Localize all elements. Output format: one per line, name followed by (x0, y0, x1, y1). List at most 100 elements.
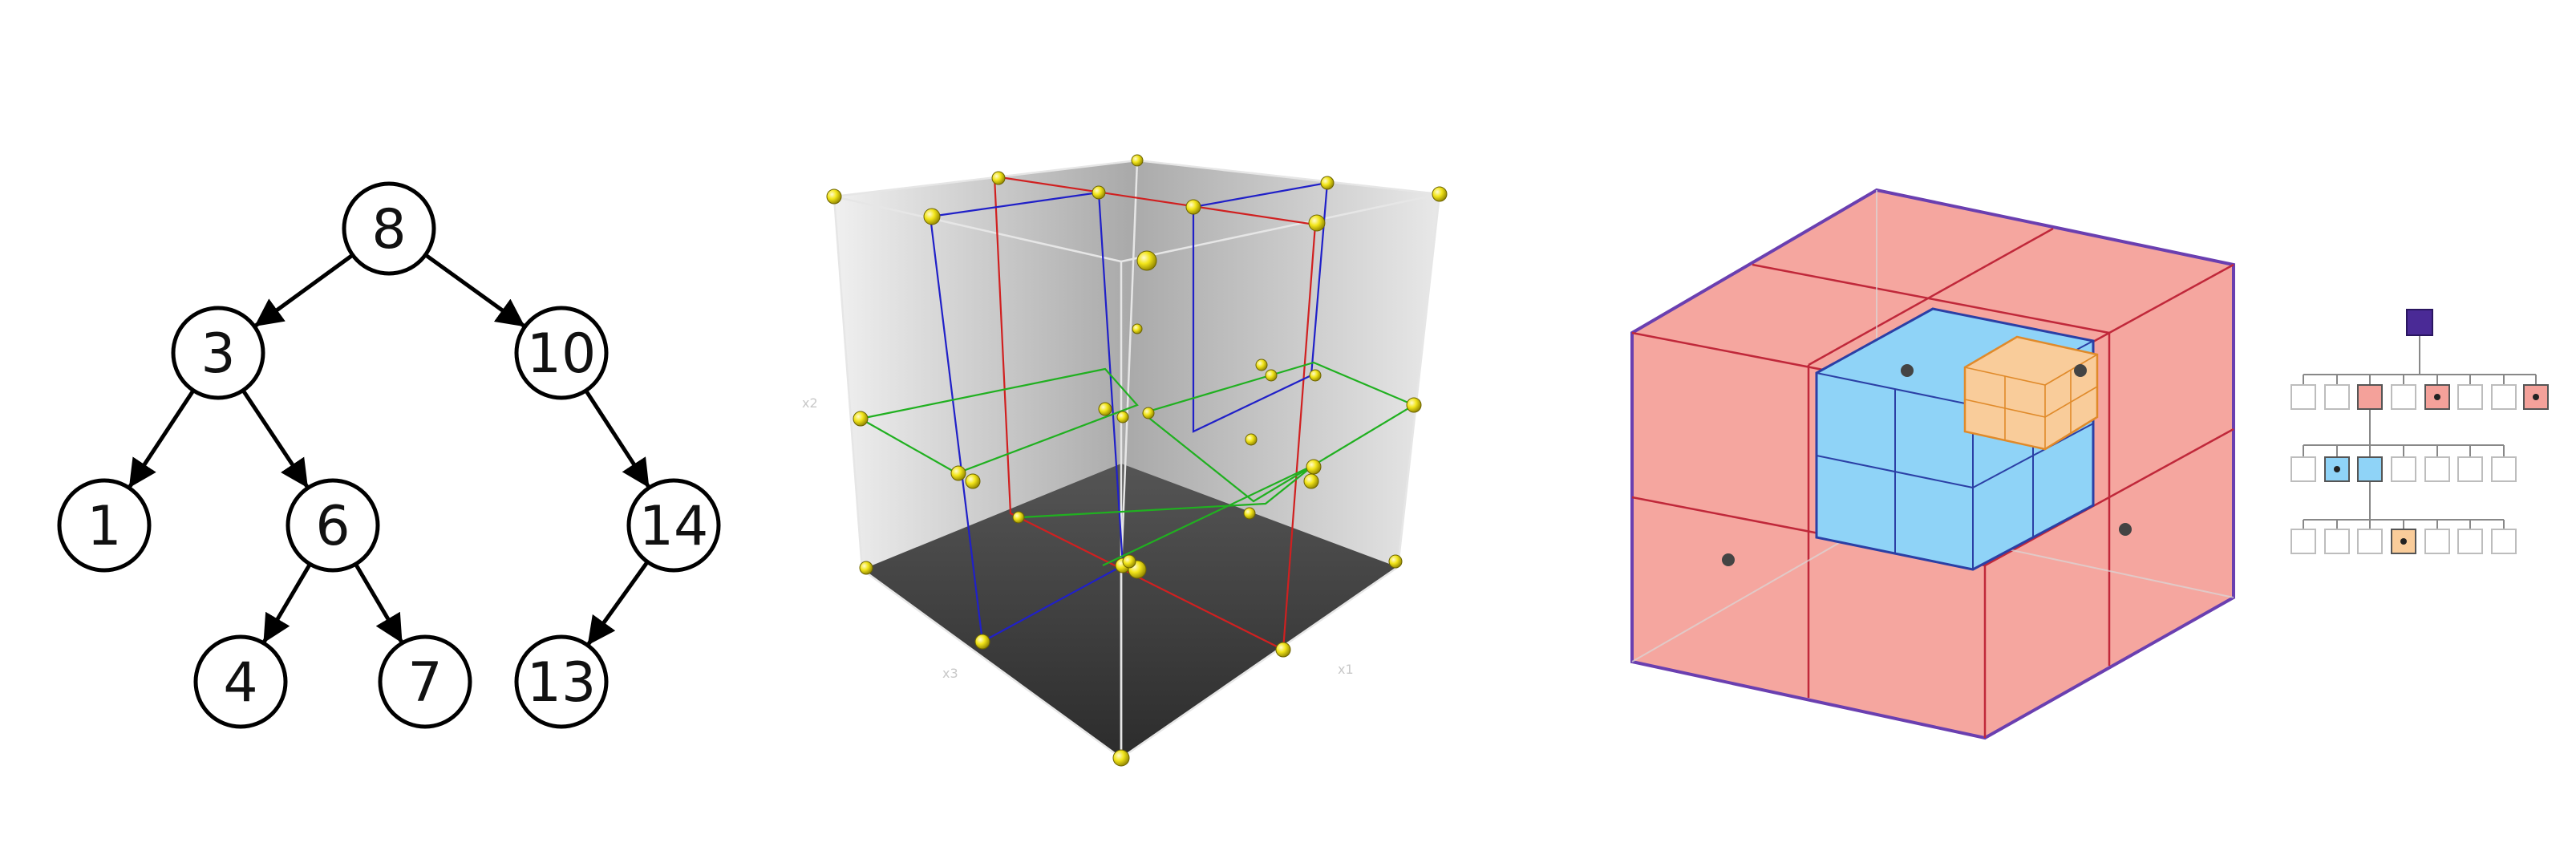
bst-edge (585, 561, 650, 646)
kd-point (1116, 411, 1129, 423)
bst-node-circle (342, 181, 436, 276)
octree-hierarchy-empty-slot (2290, 456, 2316, 482)
bst-node-1: 1 (57, 478, 152, 573)
bst-node-label: 6 (315, 495, 350, 558)
octree-point (1901, 364, 1914, 377)
kd-axis-label-x2: x2 (802, 395, 818, 411)
kd-point (965, 473, 981, 489)
kd-point (853, 411, 869, 427)
octree-hierarchy-empty-slot (2491, 456, 2517, 482)
bst-node-circle (57, 478, 152, 573)
bst-node-label: 1 (87, 495, 121, 558)
bst-edge (253, 253, 354, 329)
octree-cube-panel (1588, 0, 2263, 855)
octree-hierarchy-empty-slot (2357, 529, 2383, 554)
octree-hierarchy-empty-slot (2491, 529, 2517, 554)
bst-edge (127, 389, 196, 489)
kd-tree-3d-cube: x2 x3 x1 (802, 154, 1448, 767)
kd-point (1406, 397, 1422, 413)
octree-hierarchy-empty-slot (2391, 456, 2416, 482)
bst-node-label: 4 (223, 651, 257, 715)
kd-point (1306, 459, 1322, 475)
octree-hierarchy-empty-slot (2324, 529, 2350, 554)
kd-point (1388, 554, 1403, 569)
bst-node-circle (286, 478, 380, 573)
binary-search-tree: 8 3 10 1 6 14 4 7 13 (57, 181, 721, 729)
octree-hierarchy-empty-slot (2457, 456, 2483, 482)
bst-node-label: 14 (639, 495, 709, 558)
kd-point (1255, 359, 1268, 371)
kd-axis-label-x1: x1 (1338, 662, 1354, 677)
octree-point (2074, 364, 2087, 377)
octree-hierarchy-point-marker (2434, 394, 2440, 400)
kd-cube-frame (832, 159, 1441, 760)
octree-hierarchy-empty-slot (2424, 456, 2450, 482)
octree-hierarchy-empty-slot (2457, 384, 2483, 410)
kd-point (826, 188, 842, 205)
octree-hierarchy-node-level1 (2357, 384, 2383, 410)
bst-edge (584, 389, 651, 489)
kd-point (1092, 185, 1106, 200)
octree-hierarchy-empty-slot (2290, 529, 2316, 554)
kd-point (991, 171, 1006, 185)
kd-point (1098, 402, 1112, 416)
octree-level3-cube (1963, 335, 2099, 451)
kd-back-right-wall (1121, 160, 1440, 569)
bst-node-circle (378, 634, 472, 729)
kd-point (1131, 154, 1144, 167)
octree-hierarchy-empty-slot (2457, 529, 2483, 554)
octree-cube (1630, 188, 2235, 740)
kd-point (1122, 554, 1136, 569)
kd-point (1112, 749, 1130, 767)
bst-node-8: 8 (342, 181, 436, 276)
bst-edge (354, 562, 404, 645)
bst-node-6: 6 (286, 478, 380, 573)
bst-edge (241, 389, 310, 489)
kd-point (1320, 176, 1335, 190)
bst-node-13: 13 (514, 634, 609, 729)
octree-hierarchy-empty-slot (2424, 529, 2450, 554)
bst-node-10: 10 (514, 306, 609, 400)
octree-point (1722, 553, 1735, 566)
kd-point (974, 634, 990, 650)
bst-node-label: 7 (407, 651, 442, 715)
bst-node-circle (171, 306, 265, 400)
bst-node-label: 13 (527, 651, 597, 715)
octree-hierarchy-node-level2 (2357, 456, 2383, 482)
octree-level3-subdivision (1964, 354, 2098, 449)
kd-point (1185, 199, 1201, 215)
kd-point (1432, 186, 1448, 202)
bst-edge (423, 253, 527, 329)
octree-hierarchy-root (2406, 309, 2433, 336)
kd-point (859, 561, 873, 575)
octree-hierarchy-point-marker (2334, 466, 2340, 472)
bst-node-label: 3 (200, 322, 235, 386)
octree-hierarchy-point-marker (2400, 538, 2407, 545)
kd-point (1309, 369, 1322, 382)
octree-hierarchy-tree (2290, 309, 2549, 554)
kd-point (1303, 473, 1319, 489)
bst-node-circle (193, 634, 288, 729)
octree-hierarchy-panel (2263, 0, 2576, 855)
binary-search-tree-panel: 8 3 10 1 6 14 4 7 13 (0, 0, 770, 855)
kd-point (1275, 642, 1291, 658)
octree-hierarchy-empty-slot (2324, 384, 2350, 410)
kd-point (923, 208, 941, 225)
bst-node-3: 3 (171, 306, 265, 400)
kd-floor (862, 464, 1398, 758)
kd-point (950, 465, 966, 481)
octree-hierarchy-empty-slot (2391, 384, 2416, 410)
kd-point (1245, 433, 1258, 446)
octree-hierarchy-links (2303, 335, 2537, 529)
bst-node-circle (514, 306, 609, 400)
bst-node-label: 10 (527, 322, 597, 386)
bst-node-14: 14 (626, 478, 721, 573)
kd-point (1265, 369, 1278, 382)
kd-point (1136, 250, 1157, 271)
kd-tree-3d-panel: x2 x3 x1 (770, 0, 1492, 855)
kd-point (1243, 507, 1256, 520)
bst-edge (261, 562, 312, 645)
octree-point (2119, 523, 2132, 536)
kd-axis-label-x3: x3 (942, 666, 958, 681)
kd-point (1308, 214, 1326, 232)
